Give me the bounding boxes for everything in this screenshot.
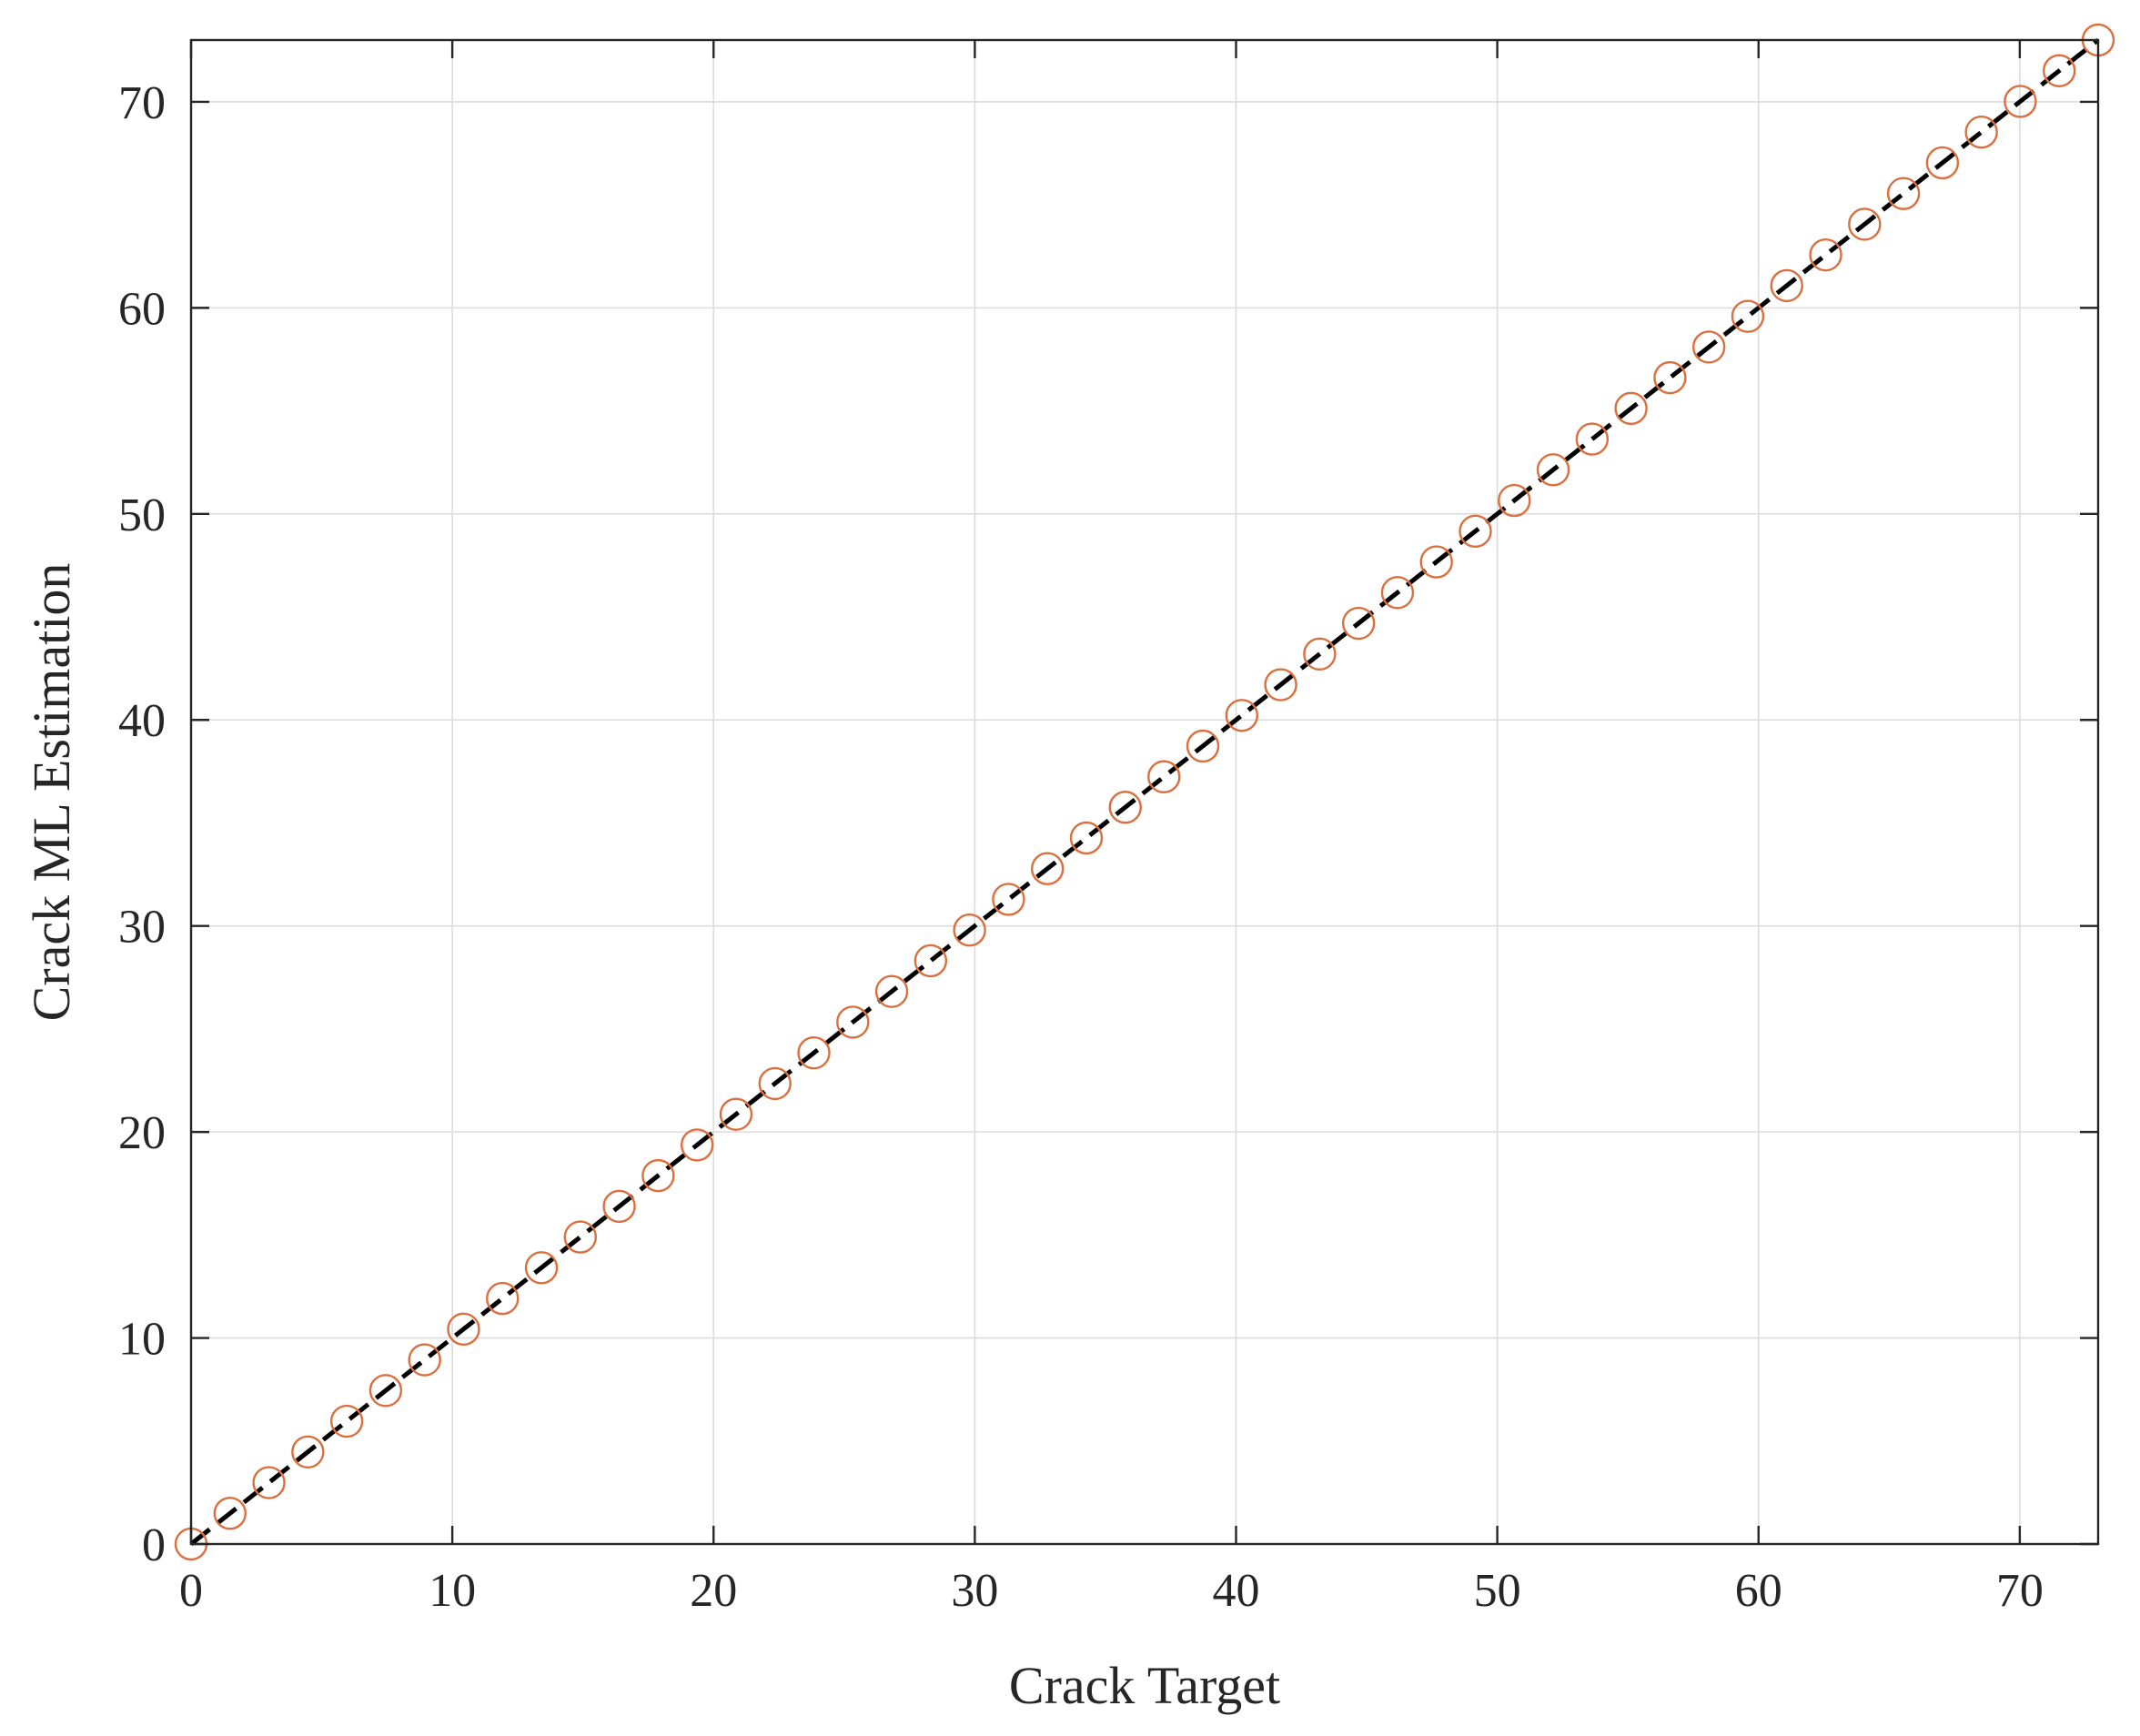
y-tick-label: 20 — [118, 1107, 166, 1159]
fit-line — [189, 38, 2100, 1546]
data-point — [641, 1158, 675, 1193]
y-tick-label: 40 — [118, 695, 166, 747]
data-point — [1848, 207, 1882, 241]
data-point — [1264, 668, 1297, 701]
data-point — [291, 1435, 325, 1469]
data-point — [1147, 760, 1181, 793]
x-tick-label: 0 — [179, 1565, 203, 1617]
data-point — [2004, 85, 2037, 118]
y-tick-label: 30 — [118, 902, 166, 954]
data-point — [1886, 177, 1921, 210]
data-point — [1536, 453, 1570, 487]
y-axis-title: Crack ML Estimation — [22, 563, 81, 1022]
data-point — [719, 1097, 753, 1131]
x-tick-label: 70 — [1996, 1565, 2044, 1617]
data-point — [1459, 514, 1492, 549]
markers-layer — [174, 23, 2115, 1561]
data-point — [836, 1005, 870, 1039]
data-point — [1809, 237, 1842, 272]
data-point — [1419, 545, 1453, 579]
data-point — [1186, 729, 1220, 763]
data-point — [213, 1497, 247, 1530]
data-point — [953, 913, 986, 947]
data-point — [1303, 637, 1337, 671]
data-point — [368, 1374, 403, 1408]
data-point — [1964, 116, 1998, 149]
fit-line-layer — [189, 38, 2100, 1546]
x-axis-title: Crack Target — [1009, 1656, 1280, 1715]
data-point — [1653, 360, 1687, 395]
x-tick-label: 30 — [951, 1565, 998, 1617]
x-tick-label: 20 — [690, 1565, 737, 1617]
data-point — [680, 1128, 714, 1162]
data-point — [1030, 852, 1065, 885]
y-tick-label: 0 — [142, 1519, 166, 1571]
data-point — [914, 944, 948, 978]
data-point — [524, 1251, 559, 1285]
data-point — [602, 1189, 636, 1224]
data-point — [1341, 606, 1376, 641]
data-point — [1225, 699, 1259, 732]
data-point — [1069, 821, 1104, 855]
data-point — [1380, 576, 1415, 610]
x-tick-labels: 0 10 20 30 40 50 60 70 — [179, 1565, 2044, 1617]
data-point — [447, 1312, 480, 1347]
data-point — [1770, 268, 1803, 303]
data-point — [1925, 146, 1960, 180]
y-tick-label: 70 — [118, 77, 166, 129]
y-tick-label: 10 — [118, 1314, 166, 1366]
data-point — [1691, 330, 1726, 364]
x-tick-label: 60 — [1735, 1565, 1782, 1617]
data-point — [1614, 391, 1648, 426]
data-point — [874, 974, 909, 1008]
data-point — [1731, 299, 1765, 333]
x-tick-label: 40 — [1212, 1565, 1259, 1617]
data-point — [408, 1343, 441, 1377]
data-point — [563, 1220, 598, 1254]
data-point — [758, 1066, 792, 1101]
data-point — [252, 1466, 286, 1499]
data-point — [992, 883, 1025, 916]
y-tick-label: 60 — [118, 283, 166, 335]
grid-lines — [190, 40, 2098, 1545]
data-point — [1108, 791, 1142, 824]
data-point — [2043, 54, 2076, 87]
y-tick-label: 50 — [118, 490, 166, 541]
x-tick-label: 50 — [1474, 1565, 1521, 1617]
data-point — [329, 1404, 364, 1438]
y-tick-labels: 0 10 20 30 40 50 60 70 — [118, 77, 166, 1571]
data-point — [797, 1035, 831, 1070]
x-tick-label: 10 — [429, 1565, 476, 1617]
data-point — [486, 1281, 520, 1316]
plot-frame — [189, 38, 2100, 1546]
data-point — [1498, 483, 1531, 518]
data-point — [1575, 422, 1610, 456]
